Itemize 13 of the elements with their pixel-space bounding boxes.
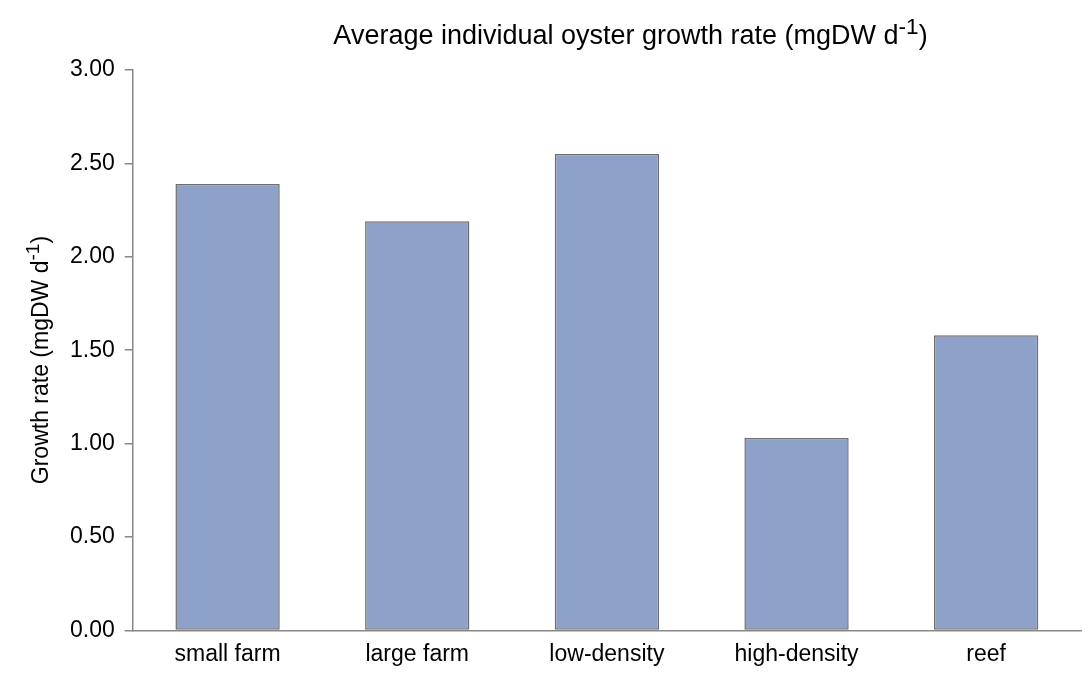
x-tick-label: high-density bbox=[734, 639, 860, 666]
y-tick-label: 0.00 bbox=[70, 615, 115, 642]
y-tick-label: 2.00 bbox=[70, 242, 115, 269]
y-tick-label: 3.00 bbox=[70, 55, 115, 82]
y-tick-label: 1.50 bbox=[70, 335, 115, 362]
x-tick-label: small farm bbox=[174, 639, 281, 666]
chart-title: Average individual oyster growth rate (mgDW d$^{-1}$) bbox=[332, 14, 929, 51]
y-tick-label: 1.00 bbox=[70, 428, 115, 455]
y-tick-label: 0.50 bbox=[70, 522, 115, 549]
x-tick-label: low-density bbox=[549, 639, 665, 666]
y-tick-label: 2.50 bbox=[70, 148, 115, 175]
x-tick-label: reef bbox=[966, 639, 1007, 666]
x-tick-label: large farm bbox=[365, 639, 470, 666]
